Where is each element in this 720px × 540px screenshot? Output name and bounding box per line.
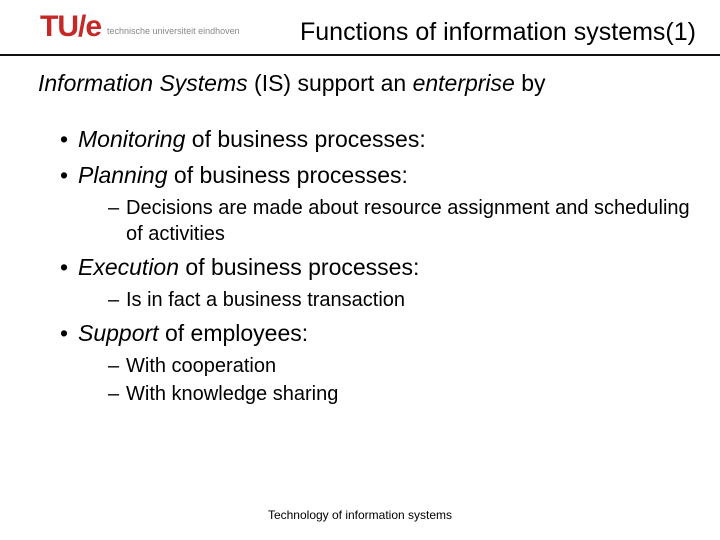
bullet-keyword: Support xyxy=(78,320,159,346)
bullet-keyword: Planning xyxy=(78,162,168,188)
sub-bullet-item: With cooperation xyxy=(108,353,690,379)
intro-italic-2: enterprise xyxy=(413,70,515,96)
bullet-rest: of business processes: xyxy=(168,162,408,188)
logo-mark: TU/e xyxy=(40,10,101,44)
title-divider xyxy=(0,54,720,56)
sub-bullet-list: Is in fact a business transaction xyxy=(78,287,690,313)
slide-content: Information Systems (IS) support an ente… xyxy=(38,70,690,413)
bullet-item: Planning of business processes: Decision… xyxy=(60,161,690,247)
slide-title: Functions of information systems(1) xyxy=(300,18,710,47)
bullet-keyword: Execution xyxy=(78,254,179,280)
sub-bullet-item: With knowledge sharing xyxy=(108,381,690,407)
bullet-list: Monitoring of business processes: Planni… xyxy=(38,125,690,407)
slide-footer: Technology of information systems xyxy=(0,508,720,522)
logo-letter-e: e xyxy=(85,10,101,43)
bullet-item: Execution of business processes: Is in f… xyxy=(60,253,690,313)
intro-mid: (IS) support an xyxy=(248,70,413,96)
intro-italic-1: Information Systems xyxy=(38,70,248,96)
sub-bullet-item: Decisions are made about resource assign… xyxy=(108,195,690,247)
sub-bullet-list: Decisions are made about resource assign… xyxy=(78,195,690,247)
bullet-rest: of business processes: xyxy=(185,126,425,152)
slide: TU/e technische universiteit eindhoven F… xyxy=(0,0,720,540)
logo-letter-u: U xyxy=(57,10,78,43)
intro-tail: by xyxy=(515,70,546,96)
sub-bullet-list: With cooperation With knowledge sharing xyxy=(78,353,690,407)
logo-subtitle: technische universiteit eindhoven xyxy=(107,26,240,36)
logo-letter-t: T xyxy=(40,10,57,43)
bullet-keyword: Monitoring xyxy=(78,126,185,152)
bullet-item: Support of employees: With cooperation W… xyxy=(60,319,690,407)
university-logo: TU/e technische universiteit eindhoven xyxy=(40,10,240,44)
bullet-rest: of employees: xyxy=(159,320,309,346)
bullet-rest: of business processes: xyxy=(179,254,419,280)
bullet-item: Monitoring of business processes: xyxy=(60,125,690,155)
intro-line: Information Systems (IS) support an ente… xyxy=(38,70,690,97)
sub-bullet-item: Is in fact a business transaction xyxy=(108,287,690,313)
